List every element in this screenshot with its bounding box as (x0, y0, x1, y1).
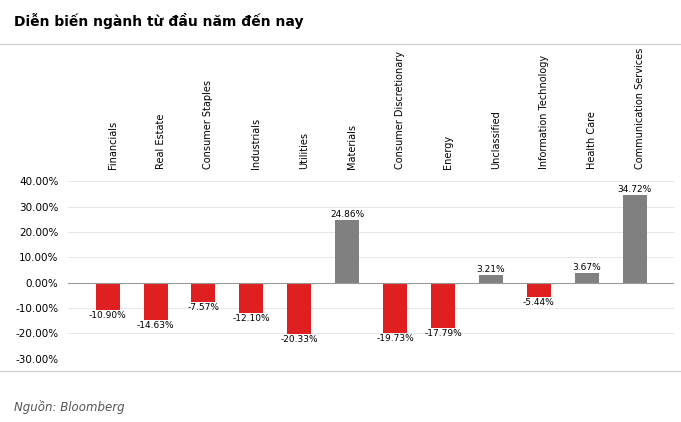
Text: Real Estate: Real Estate (155, 114, 165, 169)
Text: Industrials: Industrials (251, 118, 262, 169)
Text: Utilities: Utilities (299, 132, 309, 169)
Text: Information Technology: Information Technology (539, 55, 549, 169)
Text: Health Care: Health Care (587, 111, 597, 169)
Text: Consumer Staples: Consumer Staples (204, 80, 213, 169)
Bar (622, 195, 647, 283)
Bar (575, 273, 599, 283)
Text: 24.86%: 24.86% (330, 210, 364, 219)
Bar (335, 220, 359, 283)
Text: Energy: Energy (443, 135, 453, 169)
Text: Unclassified: Unclassified (491, 110, 501, 169)
Bar (383, 283, 407, 333)
Text: Materials: Materials (347, 124, 358, 169)
Text: -7.57%: -7.57% (187, 303, 219, 312)
Text: -20.33%: -20.33% (281, 335, 318, 344)
Bar (191, 283, 215, 302)
Bar (240, 283, 264, 314)
Bar (431, 283, 455, 328)
Text: Consumer Discretionary: Consumer Discretionary (395, 51, 405, 169)
Bar (479, 275, 503, 283)
Text: -19.73%: -19.73% (376, 334, 414, 343)
Text: Communication Services: Communication Services (635, 48, 645, 169)
Text: -10.90%: -10.90% (89, 311, 127, 320)
Text: -5.44%: -5.44% (523, 298, 555, 306)
Bar (95, 283, 120, 310)
Bar (287, 283, 311, 334)
Text: Nguồn: Bloomberg: Nguồn: Bloomberg (14, 400, 124, 414)
Text: 3.21%: 3.21% (477, 265, 505, 273)
Text: 3.67%: 3.67% (572, 263, 601, 273)
Bar (527, 283, 551, 297)
Text: -14.63%: -14.63% (137, 321, 174, 330)
Text: -12.10%: -12.10% (232, 314, 270, 323)
Bar (144, 283, 168, 320)
Text: 34.72%: 34.72% (618, 185, 652, 194)
Text: Diễn biến ngành từ đầu năm đến nay: Diễn biến ngành từ đầu năm đến nay (14, 13, 303, 29)
Text: -17.79%: -17.79% (424, 329, 462, 338)
Text: Financials: Financials (108, 121, 118, 169)
